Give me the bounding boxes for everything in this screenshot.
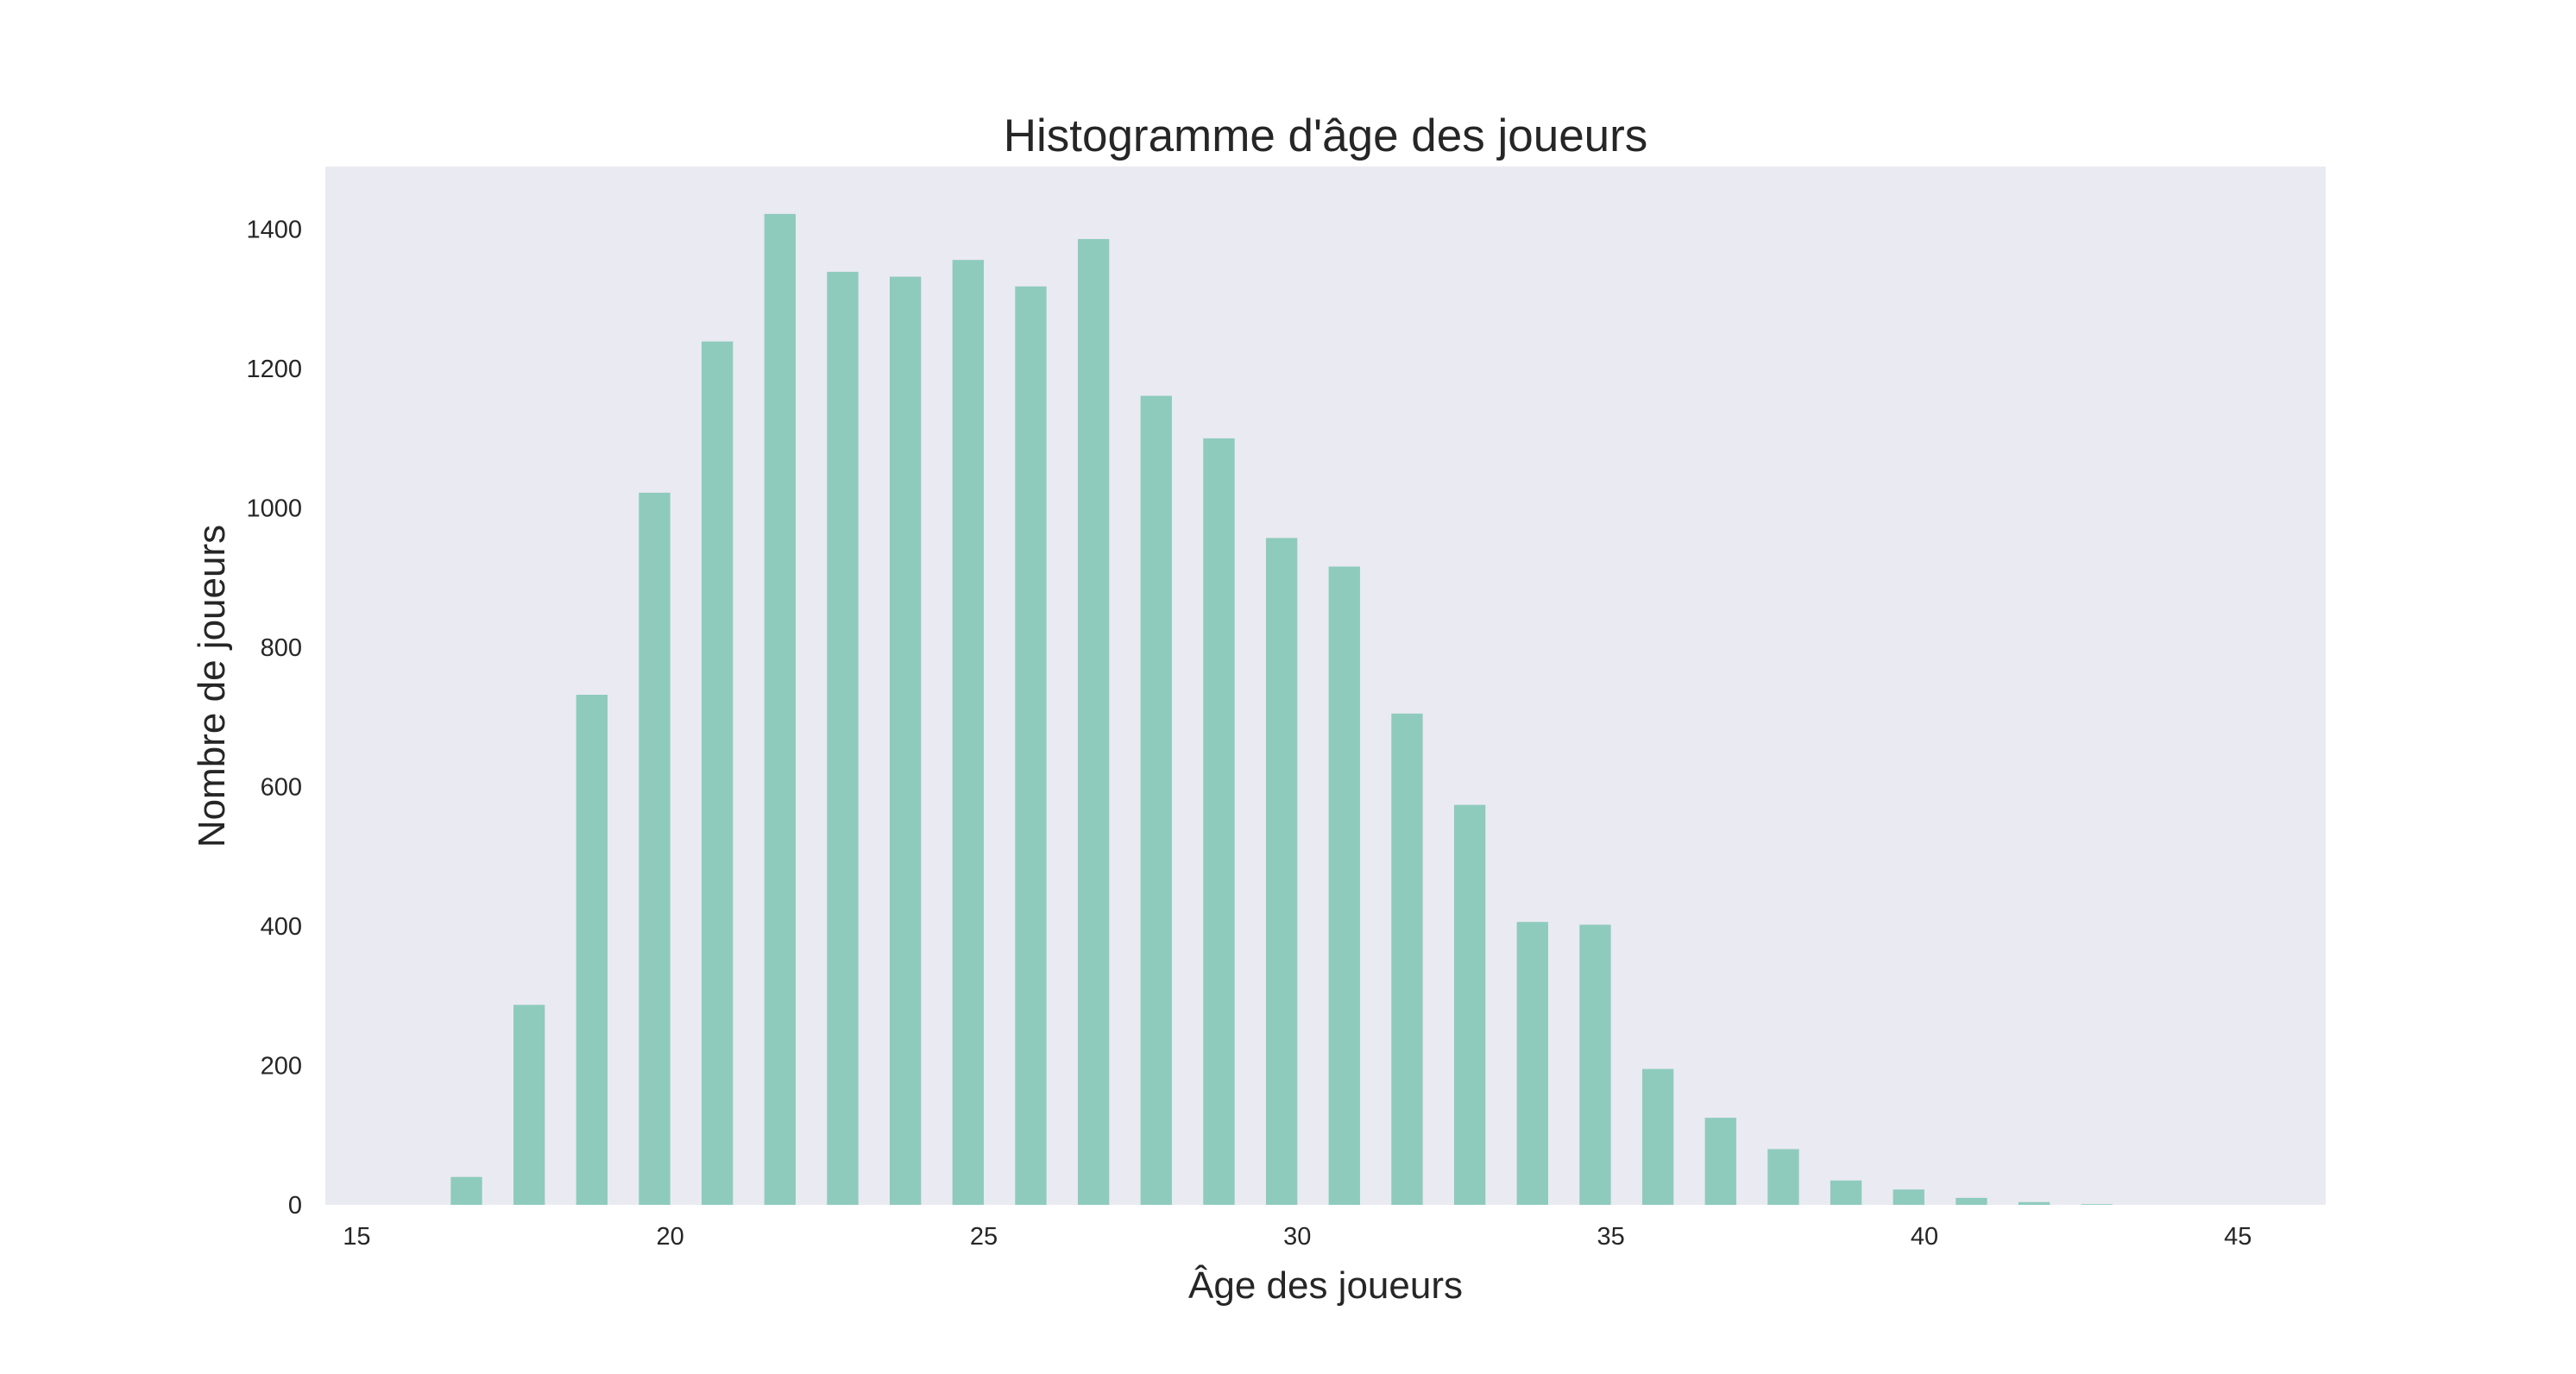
histogram-bar bbox=[1516, 922, 1548, 1205]
histogram-bar bbox=[513, 1005, 545, 1205]
histogram-bar bbox=[2081, 1204, 2113, 1205]
histogram-bar bbox=[1830, 1180, 1862, 1205]
y-tick-label: 600 bbox=[261, 774, 302, 802]
histogram-bar bbox=[1203, 438, 1235, 1205]
histogram-bar bbox=[701, 341, 734, 1205]
histogram-bar bbox=[889, 276, 922, 1205]
histogram-bar bbox=[827, 271, 859, 1205]
histogram-bar bbox=[1579, 924, 1611, 1205]
histogram-bar bbox=[1704, 1118, 1736, 1205]
histogram-bar bbox=[764, 213, 796, 1205]
x-axis-label: Âge des joueurs bbox=[1188, 1264, 1463, 1307]
histogram-bar bbox=[1328, 566, 1360, 1205]
histogram-bar bbox=[1140, 395, 1172, 1205]
histogram-bar bbox=[1077, 238, 1110, 1206]
x-tick-label: 30 bbox=[1283, 1223, 1311, 1251]
y-axis-label: Nombre de joueurs bbox=[191, 525, 233, 848]
histogram-bar bbox=[1641, 1068, 1674, 1205]
histogram-bar bbox=[1453, 804, 1486, 1205]
x-tick-label: 20 bbox=[657, 1223, 684, 1251]
y-tick-label: 1000 bbox=[246, 495, 302, 523]
y-tick-label: 400 bbox=[261, 913, 302, 941]
x-tick-label: 25 bbox=[970, 1223, 998, 1251]
histogram-bar bbox=[1015, 286, 1047, 1205]
histogram-bar bbox=[639, 492, 671, 1205]
plot-area bbox=[325, 167, 2326, 1205]
bars-group bbox=[450, 213, 2113, 1206]
y-tick-label: 200 bbox=[261, 1053, 302, 1081]
histogram-bar bbox=[1265, 538, 1298, 1205]
histogram-bar bbox=[450, 1176, 482, 1205]
histogram-bar bbox=[1391, 713, 1423, 1205]
x-tick-label: 15 bbox=[343, 1223, 370, 1251]
histogram-bar bbox=[576, 695, 608, 1205]
x-tick-label: 40 bbox=[1911, 1223, 1938, 1251]
histogram-bar bbox=[1767, 1149, 1799, 1205]
histogram-bar bbox=[1893, 1189, 1924, 1205]
x-tick-labels: 15 20 25 30 35 40 45 bbox=[343, 1223, 2252, 1251]
y-tick-label: 1200 bbox=[246, 356, 302, 383]
y-tick-label: 800 bbox=[261, 634, 302, 662]
x-tick-label: 45 bbox=[2224, 1223, 2252, 1251]
x-tick-label: 35 bbox=[1597, 1223, 1624, 1251]
y-tick-label: 1400 bbox=[246, 217, 302, 244]
y-tick-labels: 0 200 400 600 800 1000 1200 1400 bbox=[246, 217, 302, 1220]
histogram-bar bbox=[1956, 1197, 1987, 1205]
histogram-bar bbox=[952, 260, 984, 1206]
histogram-bar bbox=[2018, 1201, 2050, 1205]
chart-title: Histogramme d'âge des joueurs bbox=[1004, 110, 1648, 161]
y-tick-label: 0 bbox=[288, 1192, 302, 1220]
